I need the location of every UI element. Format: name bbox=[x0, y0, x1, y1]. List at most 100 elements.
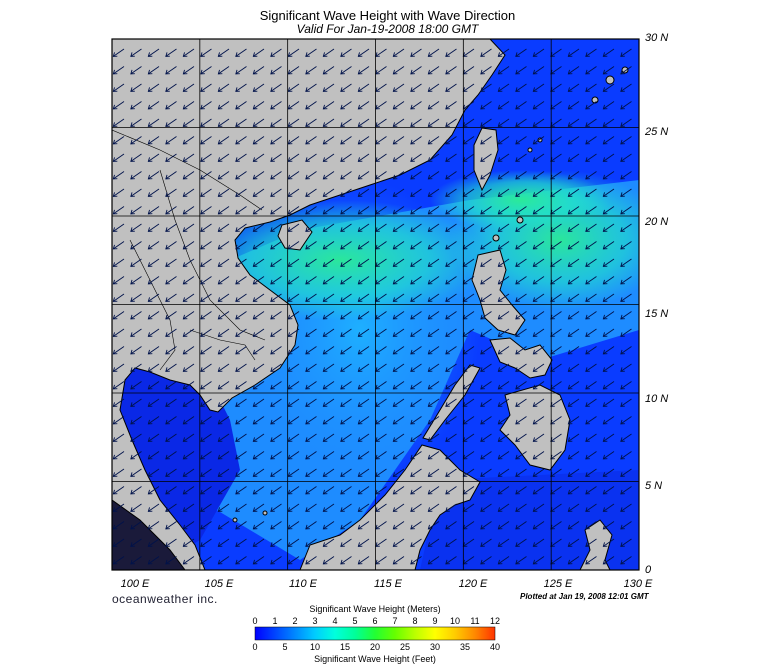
wave-arrow bbox=[602, 241, 615, 250]
wave-arrow bbox=[620, 101, 632, 110]
wave-arrow bbox=[567, 83, 580, 92]
wave-arrow bbox=[410, 521, 422, 530]
wave-arrow bbox=[112, 241, 125, 250]
wave-arrow bbox=[200, 293, 212, 302]
wave-arrow bbox=[235, 258, 247, 267]
wave-arrow bbox=[112, 83, 125, 92]
wave-arrow bbox=[200, 48, 212, 57]
wave-arrow bbox=[340, 503, 352, 512]
wave-arrow bbox=[480, 451, 492, 460]
wave-arrow bbox=[357, 468, 370, 477]
wave-arrow bbox=[182, 398, 195, 407]
wave-arrow bbox=[165, 241, 177, 250]
wave-arrow bbox=[252, 118, 265, 127]
wave-arrow bbox=[182, 153, 195, 162]
wave-arrow bbox=[480, 241, 492, 250]
wave-arrow bbox=[567, 258, 580, 267]
wave-arrow bbox=[445, 48, 457, 57]
wave-arrow bbox=[515, 258, 527, 267]
wave-arrow bbox=[287, 398, 300, 407]
wave-arrow bbox=[427, 451, 440, 460]
wave-arrow bbox=[340, 538, 352, 547]
wave-arrow bbox=[182, 66, 195, 75]
wave-arrow bbox=[130, 258, 142, 267]
wave-arrow bbox=[567, 451, 580, 460]
wave-arrow bbox=[515, 311, 527, 320]
wave-arrow bbox=[602, 48, 615, 57]
ryukyu-islet-1 bbox=[605, 75, 615, 85]
wave-arrow bbox=[480, 311, 492, 320]
wave-arrow bbox=[147, 486, 160, 495]
wave-arrow bbox=[445, 83, 457, 92]
wave-arrow bbox=[200, 521, 212, 530]
wave-arrow bbox=[392, 433, 405, 442]
wave-arrow bbox=[340, 83, 352, 92]
wave-arrow bbox=[497, 556, 510, 565]
wave-arrow bbox=[445, 521, 457, 530]
wave-arrow bbox=[252, 66, 265, 75]
lon-label-105e: 105 E bbox=[204, 578, 234, 590]
wave-arrow bbox=[480, 521, 492, 530]
wave-arrow bbox=[585, 468, 597, 477]
wave-arrow bbox=[532, 171, 545, 180]
colorbar-meter-tick: 4 bbox=[332, 616, 338, 626]
wave-arrow bbox=[305, 258, 317, 267]
wave-arrow bbox=[567, 241, 580, 250]
colorbar-feet-tick: 30 bbox=[429, 642, 440, 652]
wave-arrow bbox=[200, 381, 212, 390]
wave-arrow bbox=[620, 398, 632, 407]
sulawesi-island bbox=[579, 519, 613, 570]
wave-arrow bbox=[305, 503, 317, 512]
wave-arrow bbox=[515, 223, 527, 232]
lat-label-20n: 20 N bbox=[645, 216, 669, 228]
colorbar-feet-tick: 25 bbox=[399, 642, 410, 652]
wave-arrow bbox=[305, 363, 317, 372]
wave-arrow bbox=[620, 503, 632, 512]
colorbar-feet-tick: 10 bbox=[309, 642, 320, 652]
wave-arrow bbox=[445, 328, 457, 337]
wave-arrow bbox=[620, 311, 632, 320]
wave-arrow bbox=[620, 66, 632, 75]
wave-arrow bbox=[410, 188, 422, 197]
wave-arrow bbox=[567, 136, 580, 145]
wave-arrow bbox=[392, 206, 405, 215]
wave-arrow bbox=[252, 311, 265, 320]
wave-arrow bbox=[200, 433, 212, 442]
wave-arrow bbox=[392, 188, 405, 197]
wave-arrow bbox=[340, 433, 352, 442]
wave-arrow bbox=[497, 153, 510, 162]
wave-arrow bbox=[112, 486, 125, 495]
wave-arrow bbox=[532, 556, 545, 565]
wave-arrow bbox=[270, 101, 282, 110]
wave-arrow bbox=[567, 276, 580, 285]
wave-arrow bbox=[147, 153, 160, 162]
wave-arrow bbox=[497, 521, 510, 530]
wave-arrow bbox=[497, 451, 510, 460]
wave-arrow bbox=[602, 258, 615, 267]
wave-arrow bbox=[200, 416, 212, 425]
wave-arrow bbox=[567, 556, 580, 565]
wave-arrow bbox=[147, 538, 160, 547]
wave-arrow bbox=[305, 101, 317, 110]
wave-arrow bbox=[252, 276, 265, 285]
wave-arrow bbox=[130, 433, 142, 442]
wave-arrow bbox=[217, 521, 230, 530]
wave-arrow bbox=[130, 136, 142, 145]
wave-arrow bbox=[270, 258, 282, 267]
wave-arrow bbox=[200, 223, 212, 232]
wave-arrow bbox=[130, 451, 142, 460]
wave-arrow bbox=[200, 538, 212, 547]
wave-arrow bbox=[305, 241, 317, 250]
wave-arrow bbox=[567, 206, 580, 215]
wave-arrow bbox=[497, 66, 510, 75]
wave-arrow bbox=[217, 433, 230, 442]
wave-arrow bbox=[112, 503, 125, 512]
wave-arrow bbox=[340, 416, 352, 425]
wave-arrow bbox=[410, 416, 422, 425]
wave-arrow bbox=[357, 223, 370, 232]
wave-arrow bbox=[585, 136, 597, 145]
wave-arrow bbox=[305, 206, 317, 215]
wave-arrow bbox=[270, 206, 282, 215]
wave-arrow bbox=[147, 556, 160, 565]
